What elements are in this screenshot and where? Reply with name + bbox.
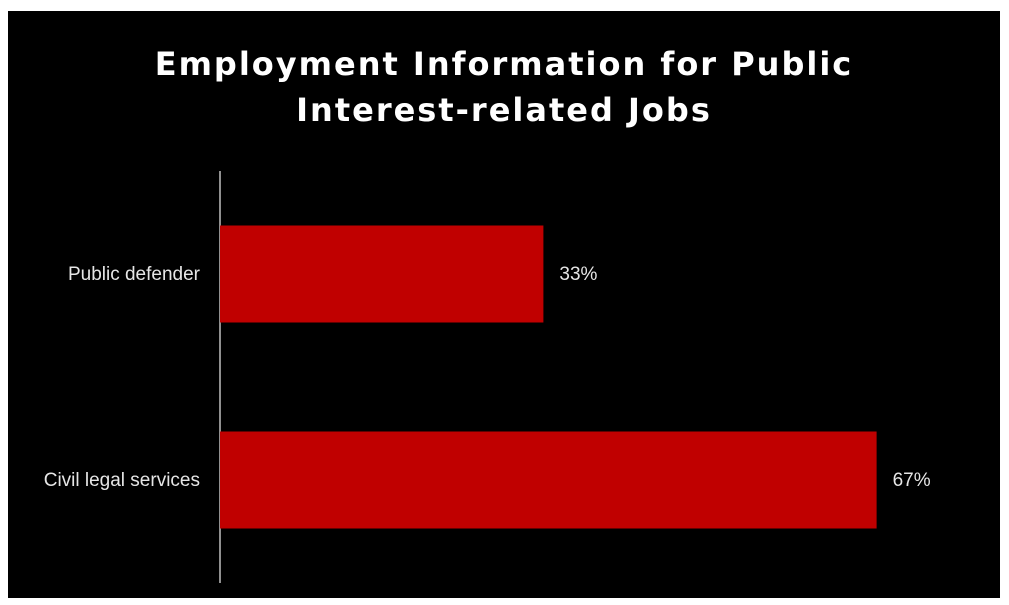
data-label-public-defender: 33%	[559, 264, 597, 285]
chart-frame: Employment Information for Public Intere…	[8, 11, 1000, 598]
bar-public-defender	[220, 225, 544, 323]
category-label-public-defender: Public defender	[68, 264, 201, 285]
chart-plot: Public defender 33% Civil legal services 67…	[44, 171, 931, 583]
category-label-civil-legal-services: Civil legal services	[44, 470, 200, 491]
bar-civil-legal-services	[220, 431, 877, 529]
bars-layer: Public defender 33% Civil legal services 67…	[44, 225, 931, 529]
chart-title: Employment Information for Public Intere…	[154, 45, 854, 129]
data-label-civil-legal-services: 67%	[893, 470, 931, 491]
